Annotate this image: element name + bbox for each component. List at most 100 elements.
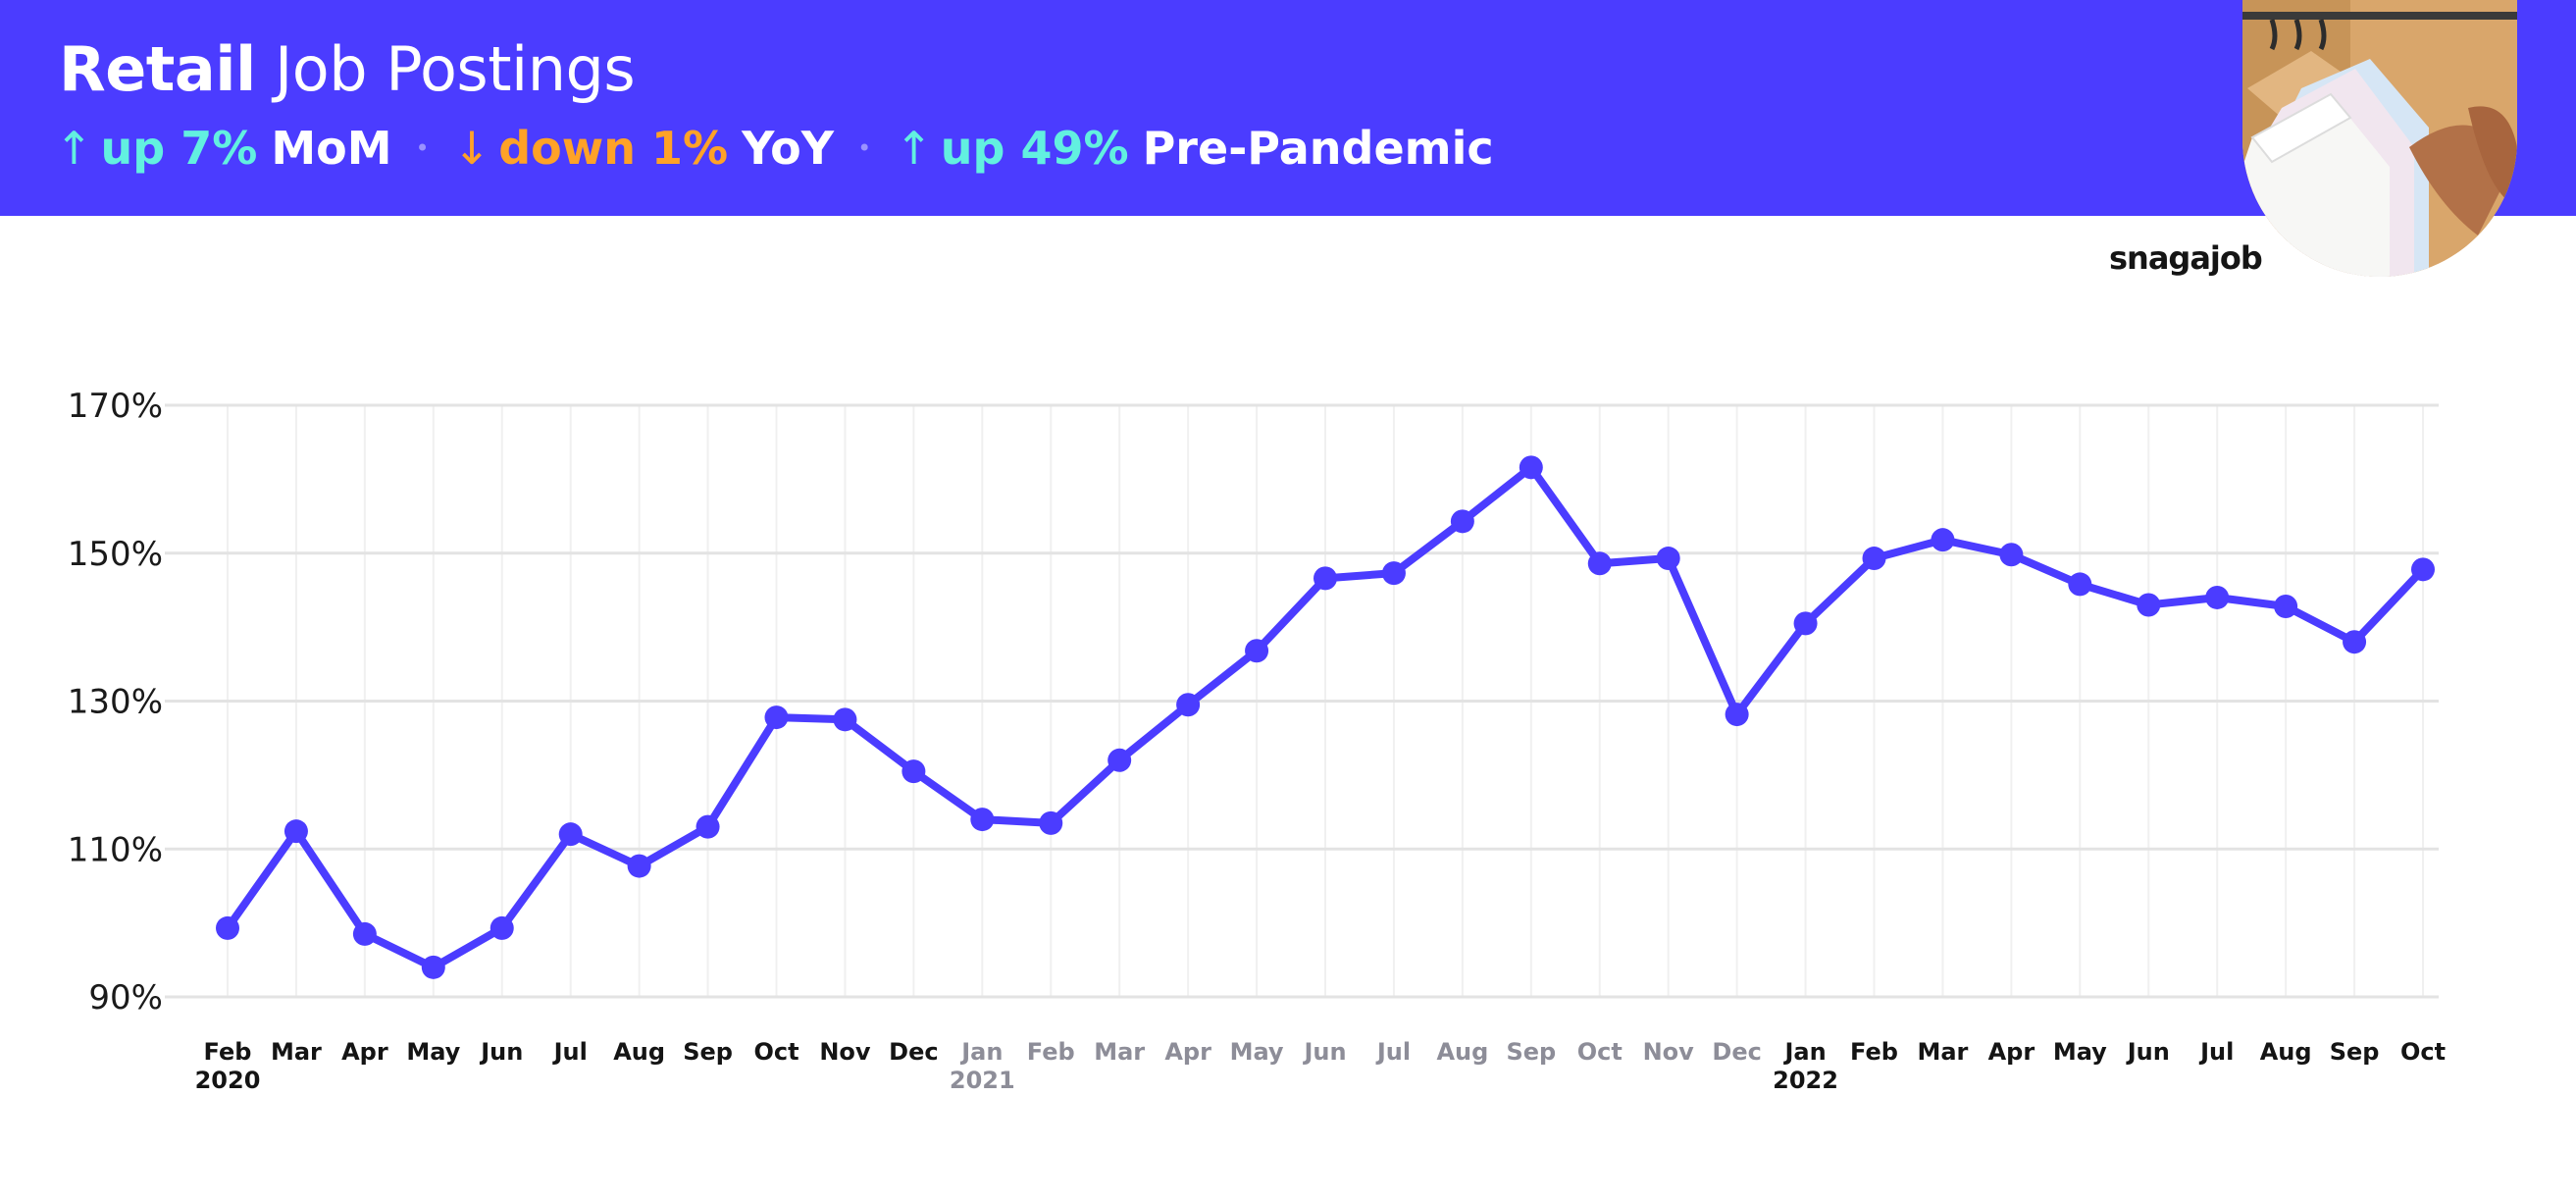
y-tick-label: 150% xyxy=(68,535,163,574)
x-tick-label: Nov xyxy=(819,1038,871,1066)
arrow-up-icon: ↑ xyxy=(55,122,93,175)
x-tick-label: Jun xyxy=(2126,1038,2170,1066)
data-point xyxy=(1587,551,1612,576)
data-point xyxy=(696,814,720,839)
arrow-down-icon: ↓ xyxy=(452,122,491,175)
x-tick-label: Jul xyxy=(1375,1038,1411,1066)
data-point xyxy=(2205,585,2230,609)
page-title: Retail Job Postings xyxy=(59,33,636,105)
data-point xyxy=(2137,593,2161,617)
x-tick-label: Mar xyxy=(1094,1038,1145,1066)
data-point xyxy=(421,955,445,979)
data-point xyxy=(2068,572,2092,597)
x-tick-label: Aug xyxy=(1436,1038,1488,1066)
x-tick-label: Jan xyxy=(959,1038,1003,1066)
retail-shirts-photo xyxy=(2242,0,2517,277)
stat-mom-value: up 7% xyxy=(100,122,258,175)
data-point xyxy=(1931,528,1955,552)
y-tick-label: 130% xyxy=(68,683,163,722)
x-tick-label: May xyxy=(1230,1038,1284,1066)
x-tick-label: Aug xyxy=(2260,1038,2312,1066)
data-point xyxy=(764,705,789,730)
data-point xyxy=(833,707,857,732)
data-point xyxy=(1725,703,1749,727)
y-tick-label: 170% xyxy=(68,387,163,426)
stat-mom: ↑ up 7% MoM xyxy=(55,122,392,175)
title-rest: Job Postings xyxy=(275,33,636,105)
x-tick-label: Jan xyxy=(1782,1038,1826,1066)
x-tick-label: Mar xyxy=(271,1038,322,1066)
data-point xyxy=(902,759,926,784)
stat-prepandemic: ↑ up 49% Pre-Pandemic xyxy=(895,122,1493,175)
data-point xyxy=(2274,595,2298,619)
data-point xyxy=(1862,547,1886,571)
data-point xyxy=(1793,611,1818,636)
x-tick-label: Jun xyxy=(1302,1038,1346,1066)
data-point xyxy=(216,915,239,940)
data-point xyxy=(1999,543,2024,567)
x-tick-label: Feb xyxy=(204,1038,252,1066)
shirts-illustration-icon xyxy=(2242,0,2517,277)
x-tick-label: Apr xyxy=(1988,1038,2035,1066)
data-point xyxy=(627,854,651,878)
x-tick-label: Sep xyxy=(683,1038,733,1066)
x-year-label: 2022 xyxy=(1773,1067,1838,1094)
x-tick-label: May xyxy=(2053,1038,2107,1066)
x-tick-label: Dec xyxy=(1712,1038,1761,1066)
data-point xyxy=(1519,455,1543,480)
data-point xyxy=(352,921,377,946)
stat-yoy: ↓ down 1% YoY xyxy=(453,122,834,175)
header-banner: Retail Job Postings ↑ up 7% MoM • ↓ down… xyxy=(0,0,2576,216)
data-point xyxy=(283,819,308,844)
data-point xyxy=(1039,810,1063,835)
y-tick-label: 110% xyxy=(68,830,163,869)
x-tick-label: Feb xyxy=(1027,1038,1075,1066)
x-tick-label: Sep xyxy=(1506,1038,1556,1066)
data-point xyxy=(2411,557,2435,582)
data-point xyxy=(1108,748,1132,772)
x-tick-label: Dec xyxy=(889,1038,938,1066)
x-tick-label: Oct xyxy=(2400,1038,2446,1066)
x-tick-label: Apr xyxy=(1164,1038,1211,1066)
x-tick-label: Sep xyxy=(2330,1038,2380,1066)
data-point xyxy=(1450,509,1474,534)
y-tick-label: 90% xyxy=(88,978,163,1018)
arrow-up-icon: ↑ xyxy=(895,122,933,175)
data-point xyxy=(489,915,514,940)
x-tick-label: Jul xyxy=(2198,1038,2234,1066)
data-point xyxy=(1176,693,1201,717)
data-point xyxy=(1245,639,1269,663)
x-axis-labels: Feb Mar Apr May Jun Jul Aug Sep Oct Nov Dec Jan Feb M… xyxy=(195,1038,2446,1094)
x-tick-label: Jun xyxy=(479,1038,523,1066)
x-year-label: 2021 xyxy=(950,1067,1015,1094)
x-tick-label: Jul xyxy=(552,1038,588,1066)
stats-row: ↑ up 7% MoM • ↓ down 1% YoY • ↑ up 49% P… xyxy=(55,122,1494,175)
separator-dot: • xyxy=(415,134,430,162)
x-tick-label: Apr xyxy=(341,1038,388,1066)
stat-prepandemic-value: up 49% xyxy=(940,122,1129,175)
x-tick-label: May xyxy=(406,1038,460,1066)
snagajob-logo: snagajob xyxy=(2109,239,2263,277)
x-tick-label: Oct xyxy=(1577,1038,1623,1066)
stat-mom-label: MoM xyxy=(271,122,392,175)
y-axis-labels: 90% 110% 130% 150% 170% xyxy=(68,387,163,1018)
data-point xyxy=(2343,630,2367,654)
data-point xyxy=(1656,547,1680,571)
x-tick-label: Feb xyxy=(1850,1038,1898,1066)
x-tick-label: Aug xyxy=(613,1038,665,1066)
data-point xyxy=(558,822,583,847)
data-points xyxy=(216,455,2435,979)
stat-yoy-label: YoY xyxy=(742,122,835,175)
stat-yoy-value: down 1% xyxy=(498,122,729,175)
x-tick-label: Oct xyxy=(753,1038,799,1066)
horizontal-gridlines xyxy=(165,403,2439,999)
data-point xyxy=(1381,561,1406,586)
data-point xyxy=(970,808,995,832)
x-tick-label: Mar xyxy=(1917,1038,1968,1066)
separator-dot: • xyxy=(857,134,872,162)
x-year-label: 2020 xyxy=(195,1067,261,1094)
data-point xyxy=(1314,566,1337,591)
stat-prepandemic-label: Pre-Pandemic xyxy=(1142,122,1494,175)
title-bold: Retail xyxy=(59,33,256,105)
